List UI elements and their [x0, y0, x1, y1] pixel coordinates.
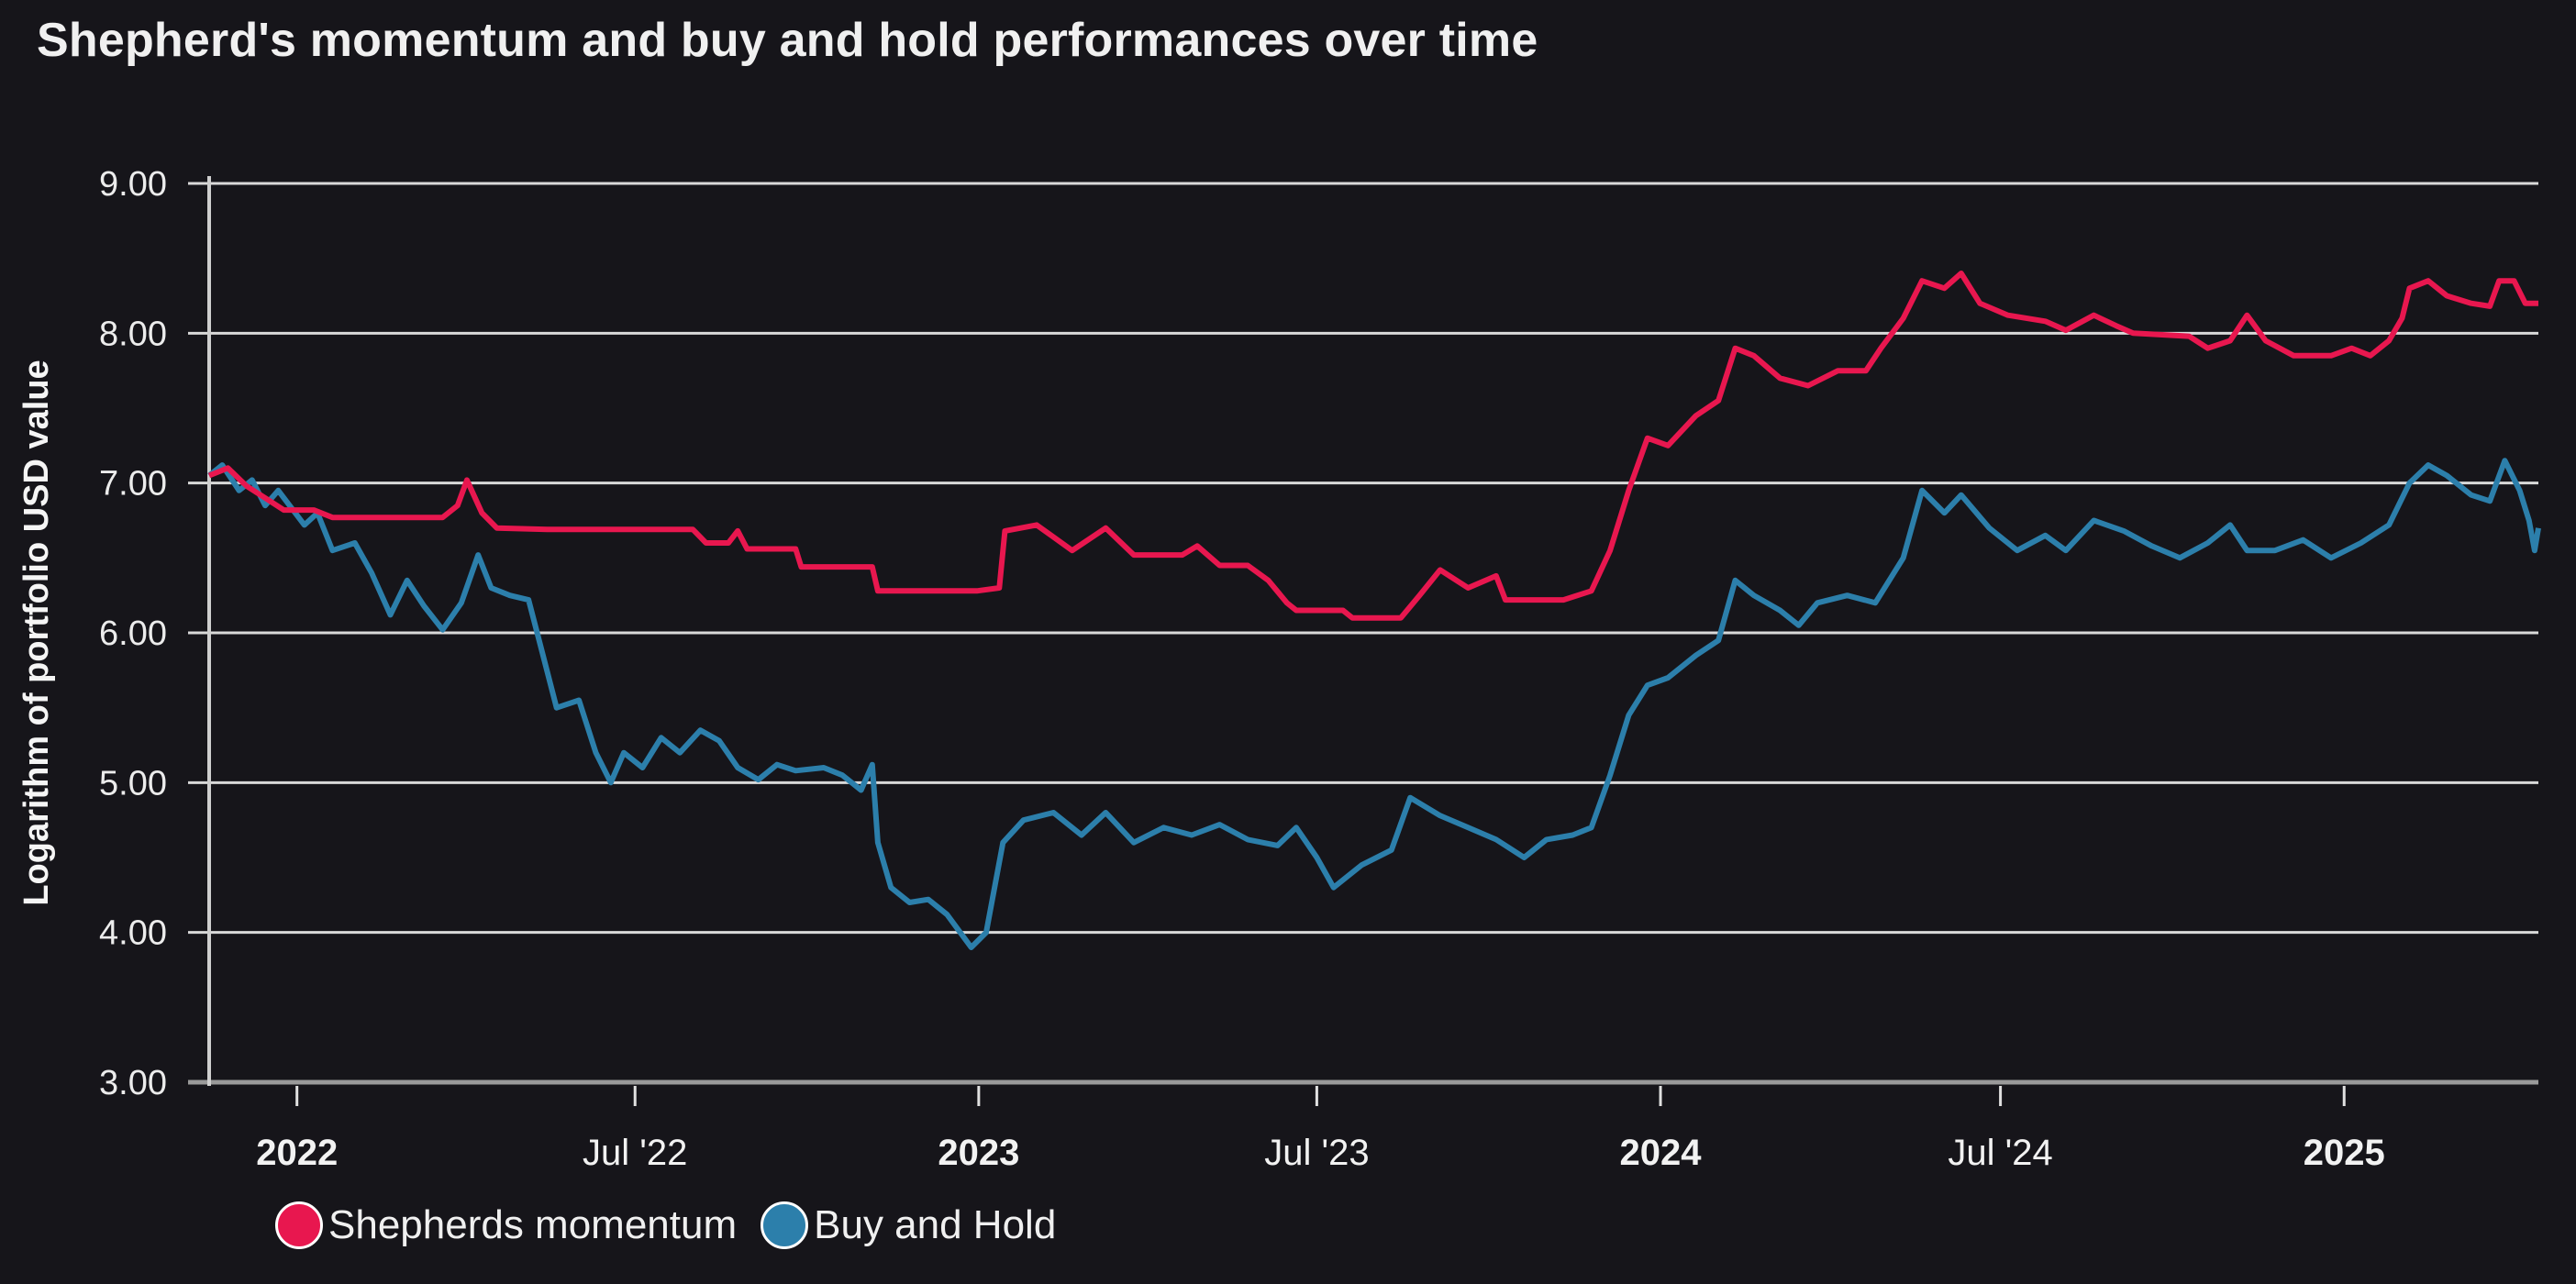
y-tick-label: 8.00	[99, 315, 167, 353]
legend: Shepherds momentum Buy and Hold	[275, 1201, 1056, 1249]
axes: 3.00 4.00 5.00 6.00 7.00 8.00 9.00 2022 Jul '22 2…	[99, 165, 2385, 1173]
series-layer	[207, 271, 2541, 950]
gridlines	[188, 182, 2538, 1085]
legend-swatch-buy-and-hold	[761, 1201, 809, 1249]
legend-item-buy-and-hold[interactable]: Buy and Hold	[761, 1201, 1056, 1249]
legend-label: Buy and Hold	[814, 1202, 1057, 1247]
legend-swatch-momentum	[275, 1201, 323, 1249]
x-tick-label: Jul '22	[583, 1133, 687, 1173]
y-tick-label: 4.00	[99, 914, 167, 953]
x-tick-label: 2025	[2304, 1133, 2385, 1173]
x-tick-label: 2022	[256, 1133, 338, 1173]
y-tick-label: 7.00	[99, 465, 167, 504]
series-line-shepherds-momentum	[207, 271, 2538, 621]
chart-title: Shepherd's momentum and buy and hold per…	[37, 14, 1538, 67]
y-tick-label: 6.00	[99, 614, 167, 653]
y-tick-label: 3.00	[99, 1064, 167, 1102]
legend-item-momentum[interactable]: Shepherds momentum	[275, 1201, 737, 1249]
x-tick-label: 2024	[1620, 1133, 1703, 1173]
y-axis-label: Logarithm of portfolio USD value	[17, 360, 56, 905]
x-tick-label: 2023	[938, 1133, 1019, 1173]
x-tick-label: Jul '23	[1264, 1133, 1369, 1173]
y-tick-label: 9.00	[99, 165, 167, 204]
x-tick-label: Jul '24	[1948, 1133, 2052, 1173]
series-line-buy-and-hold	[207, 458, 2541, 950]
y-tick-label: 5.00	[99, 764, 167, 802]
legend-label: Shepherds momentum	[328, 1202, 738, 1247]
